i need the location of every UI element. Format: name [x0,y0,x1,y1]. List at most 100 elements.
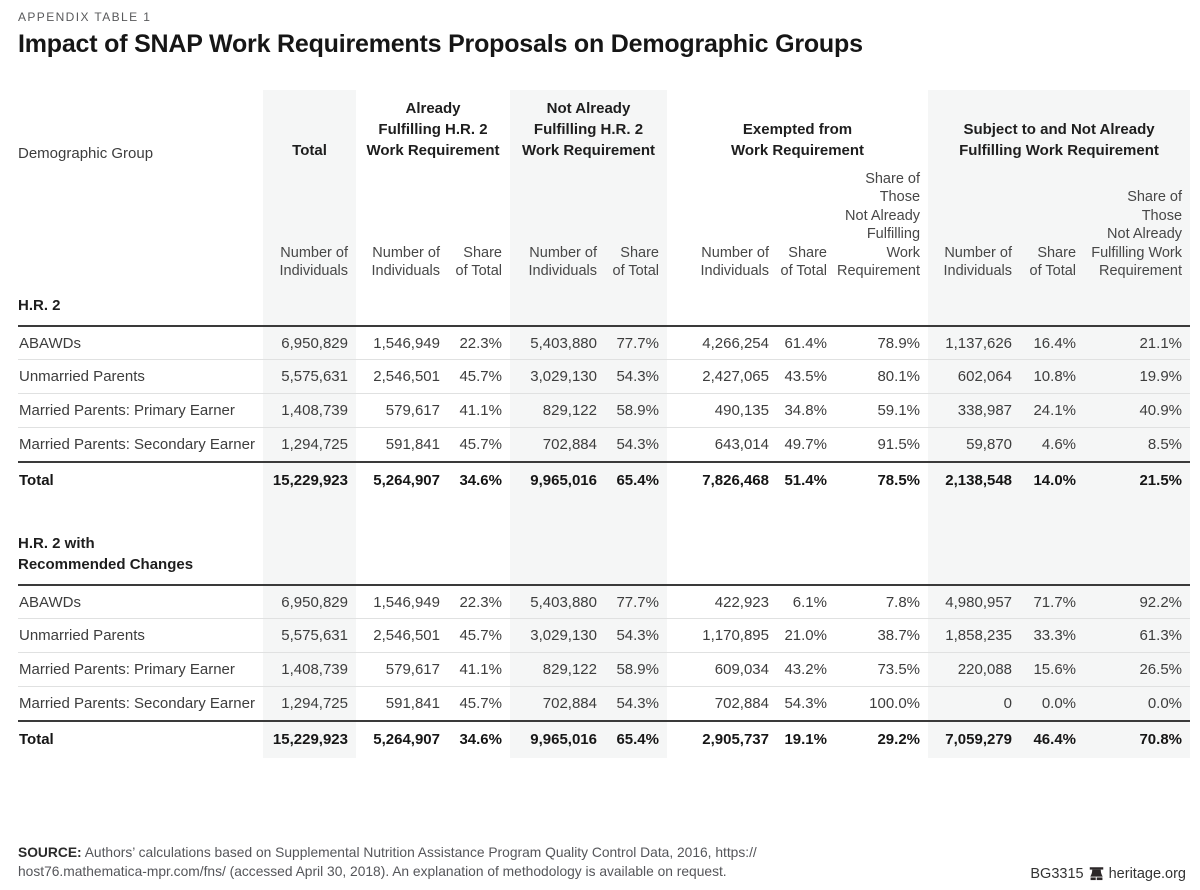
subheader-notalready-share: Share of Total [605,169,667,290]
table-row-cell: 77.7% [605,325,667,361]
table-row-label: ABAWDs [18,325,263,361]
table-row-cell: 15.6% [1020,652,1085,688]
table-row-cell: 7.8% [835,584,929,620]
table-row: ABAWDs 6,950,829 1,546,949 22.3% 5,403,880 77… [18,584,1191,620]
table-row-cell: 54.3% [605,359,667,395]
table-row-cell: 5,403,880 [510,584,605,620]
table-row-cell: 0.0% [1020,686,1085,722]
table-row: Married Parents: Primary Earner 1,408,739… [18,652,1191,688]
subheader-empty [18,170,263,290]
table-row-cell: 59,870 [928,427,1021,463]
table-row: Married Parents: Secondary Earner 1,294,7… [18,427,1191,463]
total-row-cell: 51.4% [777,460,835,499]
table-row-cell: 422,923 [667,584,777,620]
table-row-cell: 338,987 [928,393,1021,429]
table-row-cell: 702,884 [667,686,777,722]
total-row-cell: 34.6% [448,460,510,499]
table-row-cell: 26.5% [1084,652,1191,688]
table-row-cell: 609,034 [667,652,777,688]
table-row: Unmarried Parents 5,575,631 2,546,501 45.7%… [18,618,1191,654]
section-heading: H.R. 2 with Recommended Changes [18,498,263,586]
table-row-label: Married Parents: Secondary Earner [18,686,263,722]
table-body: H.R. 2 ABAWDs 6,950,829 1,546,949 22.3% 5,403… [18,289,1191,758]
section-heading-spacer [448,498,510,586]
table-row-cell: 4,266,254 [667,325,777,361]
total-row-cell: 46.4% [1020,719,1085,758]
section-heading: H.R. 2 [18,289,263,327]
table-row-cell: 61.4% [777,325,835,361]
table-row-cell: 602,064 [928,359,1021,395]
table-row-cell: 1,294,725 [263,427,356,463]
table-header: Demographic Group Total Already Fulfilli… [18,89,1191,290]
table-row-cell: 45.7% [448,686,510,722]
section-heading-spacer [1084,498,1191,586]
table-row-cell: 1,408,739 [263,393,356,429]
source-line1: Authors’ calculations based on Supplemen… [81,844,757,860]
table-row-cell: 21.0% [777,618,835,654]
liberty-bell-icon [1089,867,1104,881]
table-row-cell: 0 [928,686,1021,722]
table-row-cell: 2,427,065 [667,359,777,395]
table-row-cell: 54.3% [605,686,667,722]
table-row-cell: 5,403,880 [510,325,605,361]
total-row-cell: 5,264,907 [356,719,448,758]
total-row-cell: 65.4% [605,460,667,499]
table-row-cell: 0.0% [1084,686,1191,722]
subheader-notalready-number: Number of Individuals [510,169,605,290]
group-header-row: Demographic Group Total Already Fulfilli… [18,89,1191,170]
total-row-cell: 2,138,548 [928,460,1021,499]
brand-line: BG3315 heritage.org [1030,866,1186,882]
table-row-label: Unmarried Parents [18,359,263,395]
table-row-cell: 58.9% [605,652,667,688]
table-row-cell: 829,122 [510,652,605,688]
table-row-cell: 579,617 [356,652,448,688]
section-heading-spacer [263,289,356,327]
table-row-cell: 579,617 [356,393,448,429]
subheader-already-share: Share of Total [455,244,503,280]
col-group-not-already-fulfilling: Not Already Fulfilling H.R. 2 Work Requi… [510,89,667,170]
table-row-cell: 4.6% [1020,427,1085,463]
section-heading-spacer [1020,289,1085,327]
table-row-cell: 40.9% [1084,393,1191,429]
table-row: Married Parents: Primary Earner 1,408,739… [18,393,1191,429]
section-heading-spacer [356,289,448,327]
table-row-cell: 54.3% [605,427,667,463]
source-note: SOURCE: Authors’ calculations based on S… [18,843,757,882]
section-heading-spacer [510,498,605,586]
section-heading-spacer [667,498,777,586]
demographic-group-header: Demographic Group [18,144,154,162]
site-name: heritage.org [1108,866,1186,882]
table-row-cell: 8.5% [1084,427,1191,463]
table-row-cell: 702,884 [510,427,605,463]
subheader-exempted-share-notalready: Share of Those Not Already Fulfilling Wo… [837,170,921,280]
total-row-label: Total [18,719,263,758]
section-heading-spacer [835,289,929,327]
table-row-cell: 643,014 [667,427,777,463]
section-heading-row: H.R. 2 [18,289,1191,327]
col-group-already-fulfilling: Already Fulfilling H.R. 2 Work Requireme… [366,100,500,159]
table-row-cell: 1,137,626 [928,325,1021,361]
total-row-cell: 15,229,923 [263,719,356,758]
subheader-row: Number of Individuals Number of Individu… [18,169,1191,290]
table-row-cell: 45.7% [448,618,510,654]
table-row-cell: 24.1% [1020,393,1085,429]
total-row-cell: 5,264,907 [356,460,448,499]
section-heading-spacer [1020,498,1085,586]
total-row-cell: 9,965,016 [510,460,605,499]
page-title: Impact of SNAP Work Requirements Proposa… [18,30,863,58]
table-row-cell: 21.1% [1084,325,1191,361]
section-heading-spacer [835,498,929,586]
table-row-cell: 80.1% [835,359,929,395]
table-row-cell: 49.7% [777,427,835,463]
total-row: Total 15,229,923 5,264,907 34.6% 9,965,016 65… [18,460,1191,499]
subheader-subject-share: Share of Total [1020,169,1085,290]
col-group-subject: Subject to and Not Already Fulfilling Wo… [928,89,1191,170]
table-row-cell: 829,122 [510,393,605,429]
total-row-cell: 34.6% [448,719,510,758]
subheader-exempted-share: Share of Total [780,244,828,280]
subheader-total-number: Number of Individuals [263,169,356,290]
total-row: Total 15,229,923 5,264,907 34.6% 9,965,016 65… [18,719,1191,758]
table-row: ABAWDs 6,950,829 1,546,949 22.3% 5,403,880 77… [18,325,1191,361]
table-row-cell: 5,575,631 [263,359,356,395]
